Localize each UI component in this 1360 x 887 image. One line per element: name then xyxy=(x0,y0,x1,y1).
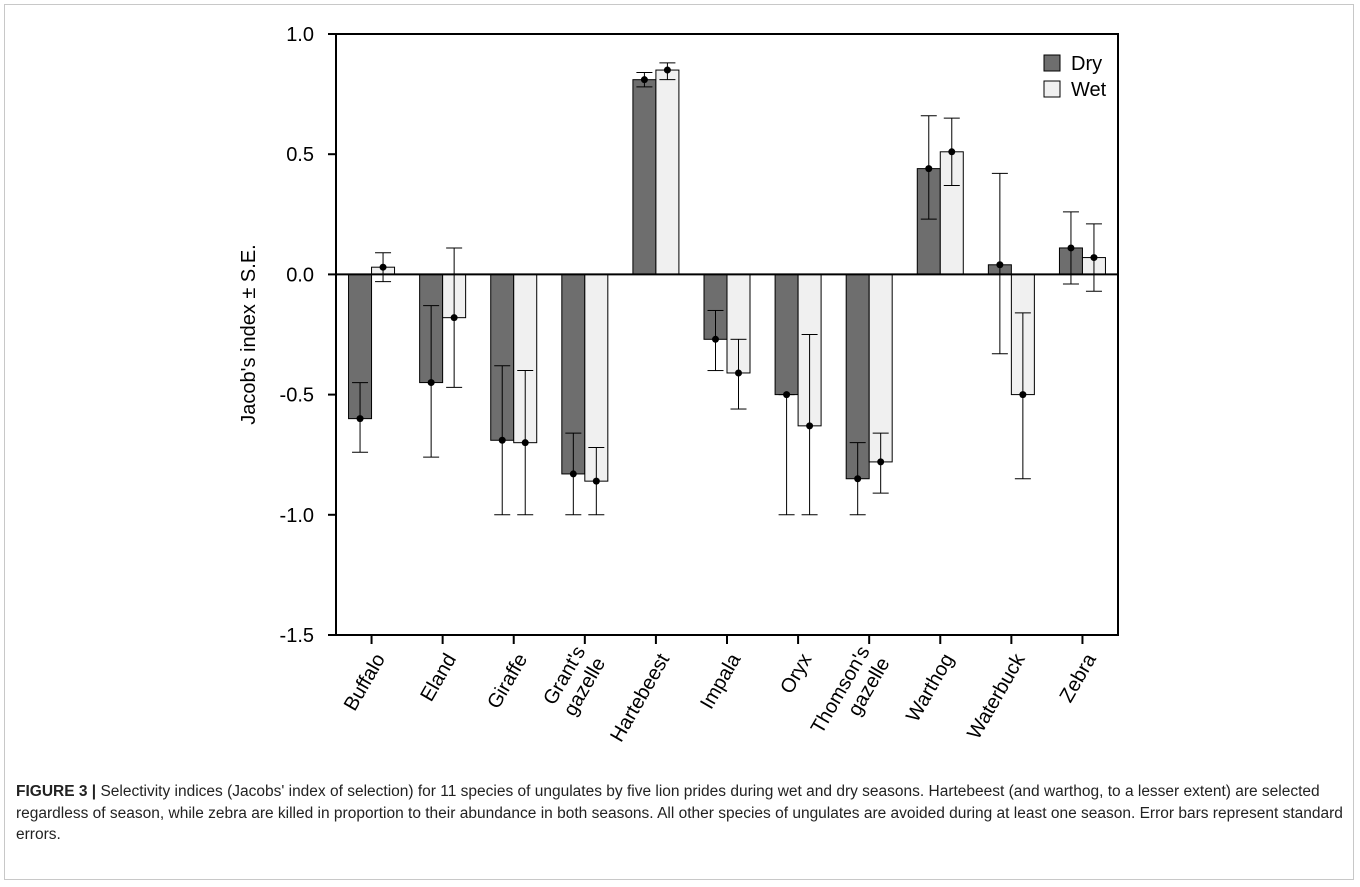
x-tick-label-line: Hartebeest xyxy=(606,650,674,746)
x-tick-label: Buffalo xyxy=(340,650,390,715)
x-tick-label-line: Waterbuck xyxy=(963,649,1030,743)
x-tick-label: Thomson'sgazelle xyxy=(807,643,895,750)
figure-caption: FIGURE 3 | Selectivity indices (Jacobs' … xyxy=(16,781,1344,846)
legend-swatch-dry xyxy=(1043,54,1061,72)
y-tick-label: -1.0 xyxy=(280,505,314,527)
data-point-dry xyxy=(356,415,364,423)
x-tick-label-line: Impala xyxy=(696,649,746,713)
data-point-dry xyxy=(783,391,791,399)
data-point-wet xyxy=(379,263,387,271)
caption-label: FIGURE 3 | xyxy=(16,783,97,800)
figure-frame xyxy=(4,4,1354,880)
x-tick-label: Eland xyxy=(416,650,461,705)
x-tick-label: Grant'sgazelle xyxy=(539,643,610,721)
data-point-wet xyxy=(1019,391,1027,399)
data-point-dry xyxy=(498,436,506,444)
y-axis: 1.0 0.5 0.0 -0.5 -1.0 -1.5 xyxy=(280,24,336,647)
x-tick-label: Zebra xyxy=(1056,649,1102,706)
bars-layer xyxy=(348,62,1106,516)
data-point-dry xyxy=(712,335,719,343)
legend-swatch-wet xyxy=(1043,80,1061,98)
data-point-dry xyxy=(1067,244,1075,252)
x-tick-label: Oryx xyxy=(776,650,816,698)
data-point-wet xyxy=(450,314,458,322)
y-tick-label: -1.5 xyxy=(280,625,314,647)
x-tick-label-line: Zebra xyxy=(1056,649,1102,706)
data-point-dry xyxy=(640,76,648,84)
x-tick-label: Warthog xyxy=(902,650,958,726)
data-point-dry xyxy=(854,475,862,483)
x-tick-label-line: Buffalo xyxy=(340,650,390,715)
data-point-dry xyxy=(996,261,1004,269)
legend-label-dry: Dry xyxy=(1071,53,1102,75)
bar-dry xyxy=(632,79,657,275)
data-point-wet xyxy=(592,477,600,485)
data-point-wet xyxy=(877,458,885,466)
data-point-wet xyxy=(521,439,529,447)
y-tick-label: 1.0 xyxy=(286,24,314,46)
data-point-wet xyxy=(806,422,814,430)
legend-label-wet: Wet xyxy=(1071,79,1107,101)
x-axis: Buffalo Eland Giraffe Grant'sgazelleHartebe… xyxy=(340,635,1102,750)
caption-text: Selectivity indices (Jacobs' index of se… xyxy=(16,783,1343,843)
x-tick-label-line: Warthog xyxy=(902,650,958,726)
bar-chart: 1.0 0.5 0.0 -0.5 -1.0 -1.5 Jacob's index ± S.… xyxy=(238,24,1119,750)
data-point-wet xyxy=(663,66,671,74)
x-tick-label: Waterbuck xyxy=(963,649,1030,743)
x-tick-label-line: Oryx xyxy=(776,650,816,698)
data-point-wet xyxy=(948,148,956,156)
data-point-dry xyxy=(427,379,435,387)
y-axis-label: Jacob's index ± S.E. xyxy=(238,244,260,424)
data-point-dry xyxy=(569,470,577,478)
y-tick-label: 0.0 xyxy=(286,264,314,286)
x-tick-label: Hartebeest xyxy=(606,650,674,746)
bar-dry xyxy=(774,273,799,396)
x-tick-label-line: Giraffe xyxy=(483,650,532,713)
bar-wet xyxy=(655,69,680,275)
data-point-wet xyxy=(735,369,742,377)
data-point-wet xyxy=(1090,254,1098,262)
legend: Dry Wet xyxy=(1043,53,1107,101)
data-point-dry xyxy=(925,165,933,173)
x-tick-label: Giraffe xyxy=(483,650,532,713)
y-tick-label: 0.5 xyxy=(286,144,314,166)
x-tick-label-line: Eland xyxy=(416,650,461,705)
y-tick-label: -0.5 xyxy=(280,385,314,407)
x-tick-label: Impala xyxy=(696,649,746,713)
